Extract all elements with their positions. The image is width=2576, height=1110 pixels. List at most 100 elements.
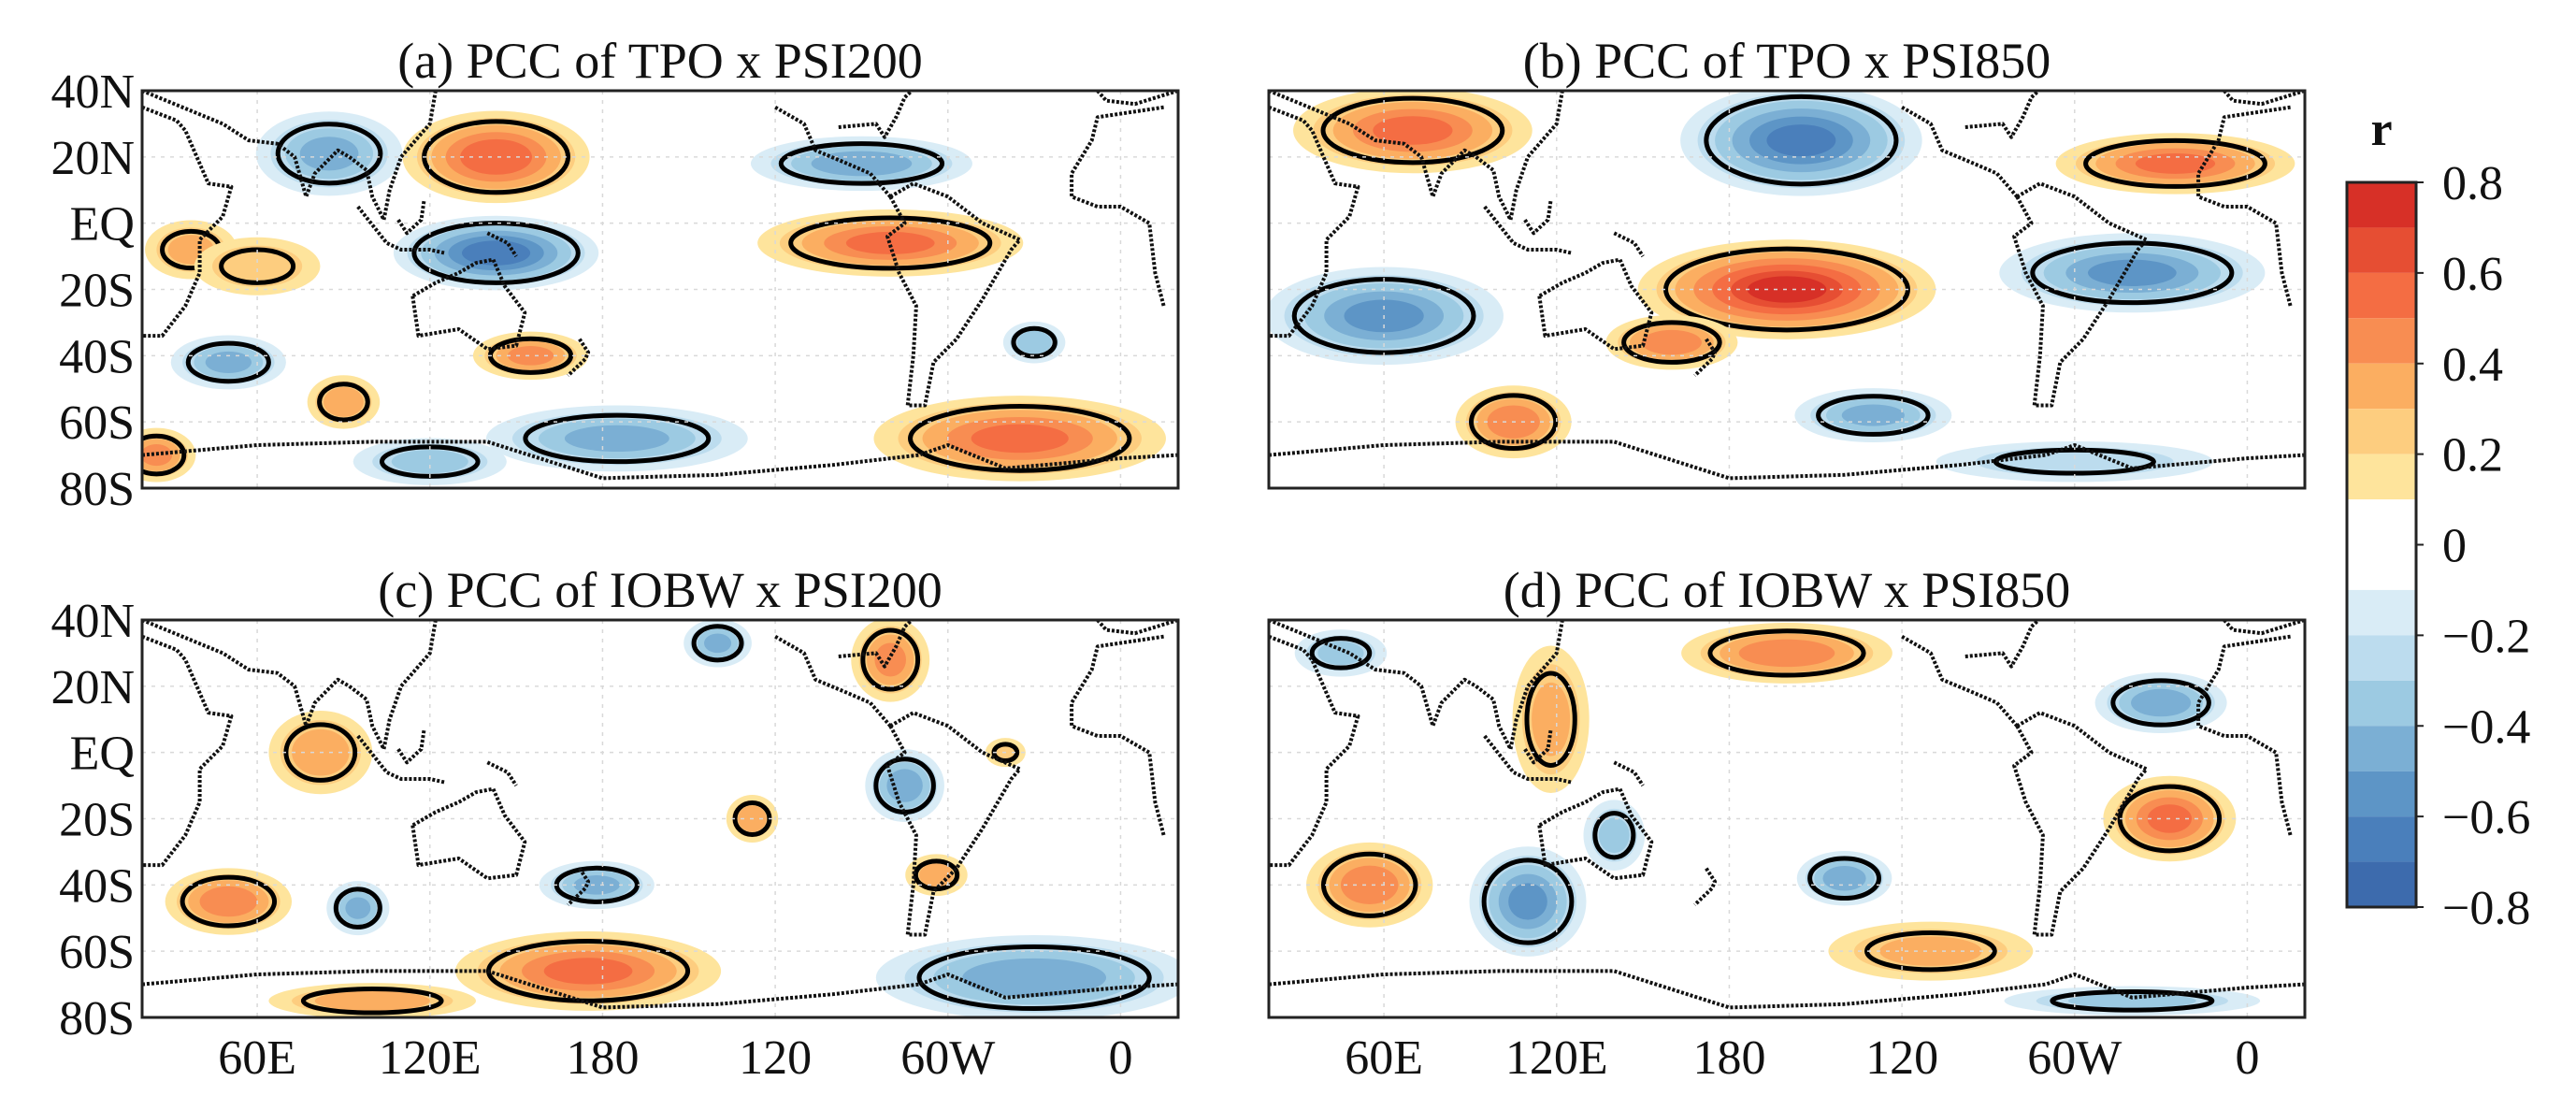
coastline (1613, 231, 1645, 258)
coastline (142, 620, 438, 752)
significance-contour (1816, 394, 1931, 437)
anomaly-b-6 (1999, 233, 2266, 313)
anomaly-b-8 (1794, 388, 1952, 443)
anomaly-c-4 (268, 983, 476, 1017)
coastline (1693, 867, 1718, 907)
level-ring (507, 346, 554, 366)
anomaly-d-10 (2004, 986, 2261, 1016)
anomaly-d-0 (1681, 622, 1892, 684)
panel-a: (a) PCC of TPO x PSI200 40N 20N EQ 20S 40S 60S… (50, 33, 1180, 516)
coastline (1901, 105, 2019, 198)
level-ring (1373, 116, 1453, 145)
coastline (486, 231, 518, 258)
significance-contour (873, 757, 936, 814)
anomaly-a-8 (485, 405, 748, 472)
anomaly-a-12 (1002, 321, 1066, 364)
colorbar-segment (2347, 726, 2416, 771)
coastline (142, 969, 1178, 1010)
colorbar-tick-label: −0.4 (2442, 700, 2530, 754)
lon-tick-label: 60W (2027, 1031, 2122, 1085)
colorbar-segment (2347, 861, 2416, 907)
anomaly-c-2 (326, 881, 390, 936)
gridlines (142, 91, 1178, 488)
colorbar-tick-label: −0.6 (2442, 791, 2530, 844)
lon-tick-label: 60E (218, 1031, 296, 1085)
anomaly-d-2 (2094, 672, 2227, 734)
colorbar-segment (2347, 589, 2416, 636)
anomaly-a-14 (142, 427, 196, 483)
anomaly-b-1 (1680, 91, 1922, 196)
colorbar-segment (2347, 771, 2416, 817)
lon-tick-label: 180 (1692, 1031, 1765, 1085)
level-ring (1766, 124, 1836, 157)
coastline (1483, 734, 1572, 785)
coastline (2012, 711, 2149, 937)
anomaly-d-9 (1828, 921, 2034, 981)
coastline (885, 711, 1022, 937)
coastline (142, 634, 234, 868)
significance-contour (1320, 95, 1505, 166)
level-ring (1879, 936, 1982, 966)
level-ring (1822, 865, 1866, 891)
panel-d: (d) PCC of IOBW x PSI850 60E 120E 180 120 60W… (1267, 562, 2307, 1085)
colorbar-tick-label: 0.8 (2442, 157, 2503, 210)
significance-contour (1807, 856, 1881, 901)
lat-tick-label: 60S (59, 396, 135, 450)
coastline (1693, 338, 1718, 378)
significance-contour (333, 887, 382, 930)
lat-tick-label: 20N (50, 661, 135, 714)
field-b (1269, 91, 2305, 488)
lon-tick-label: 120E (379, 1031, 482, 1085)
lat-tick-label: 40S (59, 330, 135, 383)
coastline (1269, 620, 1564, 752)
coastline (1523, 728, 1553, 765)
level-ring (1508, 883, 1547, 920)
level-ring (704, 633, 732, 654)
significance-contour (300, 987, 444, 1016)
level-ring (1016, 330, 1052, 354)
panel-title: (b) PCC of TPO x PSI850 (1523, 33, 2051, 89)
colorbar-segment (2347, 318, 2416, 364)
anomaly-a-9 (353, 438, 507, 485)
lat-tick-label: EQ (70, 728, 135, 781)
significance-contour (142, 433, 187, 477)
coastline (2012, 181, 2149, 408)
anomaly-d-5 (1469, 846, 1587, 957)
anomaly-c-6 (684, 620, 752, 668)
significance-contour (908, 404, 1132, 473)
coastline (396, 728, 426, 765)
anomaly-a-4 (194, 237, 321, 296)
significance-contour (2050, 988, 2215, 1013)
lat-tick-label: 60S (59, 926, 135, 979)
coastline (142, 440, 1178, 481)
lat-tick-label: 80S (59, 463, 135, 516)
level-ring (1532, 682, 1571, 757)
significance-contour (1621, 320, 1722, 365)
lat-tick-label: 40N (50, 595, 135, 648)
anomaly-a-5 (170, 335, 286, 390)
level-ring (811, 151, 913, 177)
anomaly-a-2 (255, 111, 403, 196)
lat-tick-label: 40N (50, 65, 135, 119)
colorbar-segment (2347, 182, 2416, 228)
coastline (567, 867, 591, 907)
panel-c: (c) PCC of IOBW x PSI200 40N 20N EQ 20S 40S 60… (50, 562, 1180, 1085)
colorbar-segment (2347, 363, 2416, 410)
significance-contour (1309, 636, 1373, 670)
level-ring (1598, 817, 1630, 854)
lat-tick-label: 40S (59, 859, 135, 913)
coastline (2223, 91, 2305, 107)
coastline (356, 205, 445, 255)
colorbar-segment (2347, 680, 2416, 727)
level-ring (323, 386, 364, 417)
coastline (1901, 634, 2019, 728)
significance-contour (1704, 94, 1899, 187)
anomaly-c-5 (539, 860, 655, 910)
coastline (567, 338, 591, 378)
level-ring (2135, 153, 2216, 174)
gridlines (1269, 620, 2305, 1017)
colorbar: r 0.8 0.6 0.4 0.2 0 −0.2 −0.4 −0.6 −0.8 (2345, 103, 2530, 935)
level-ring (314, 990, 430, 1011)
coastline (142, 91, 438, 223)
panel-frame (1267, 618, 2307, 1019)
